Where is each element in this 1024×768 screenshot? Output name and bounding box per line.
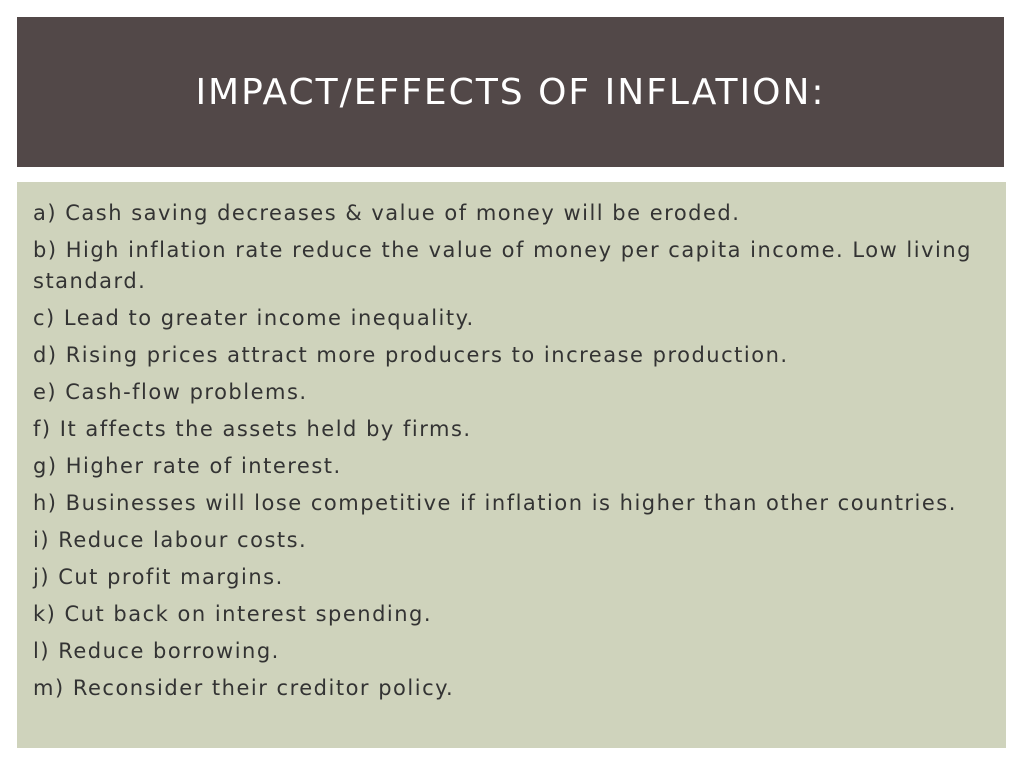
list-item: k) Cut back on interest spending.: [33, 602, 433, 626]
content-panel: a) Cash saving decreases & value of mone…: [17, 182, 1006, 748]
list-item: b) High inflation rate reduce the value …: [33, 238, 972, 293]
list-item: a) Cash saving decreases & value of mone…: [33, 201, 741, 225]
list-item: h) Businesses will lose competitive if i…: [33, 491, 957, 515]
list-item: m) Reconsider their creditor policy.: [33, 676, 455, 700]
list-item: e) Cash-flow problems.: [33, 380, 308, 404]
title: IMPACT/EFFECTS OF INFLATION:: [195, 72, 826, 113]
list-item: f) It affects the assets held by firms.: [33, 417, 472, 441]
list-item: c) Lead to greater income inequality.: [33, 306, 475, 330]
header-band: IMPACT/EFFECTS OF INFLATION:: [17, 17, 1004, 167]
list-item: d) Rising prices attract more producers …: [33, 343, 789, 367]
list-item: i) Reduce labour costs.: [33, 528, 308, 552]
list-item: l) Reduce borrowing.: [33, 639, 280, 663]
list-item: j) Cut profit margins.: [33, 565, 284, 589]
list-item: g) Higher rate of interest.: [33, 454, 342, 478]
